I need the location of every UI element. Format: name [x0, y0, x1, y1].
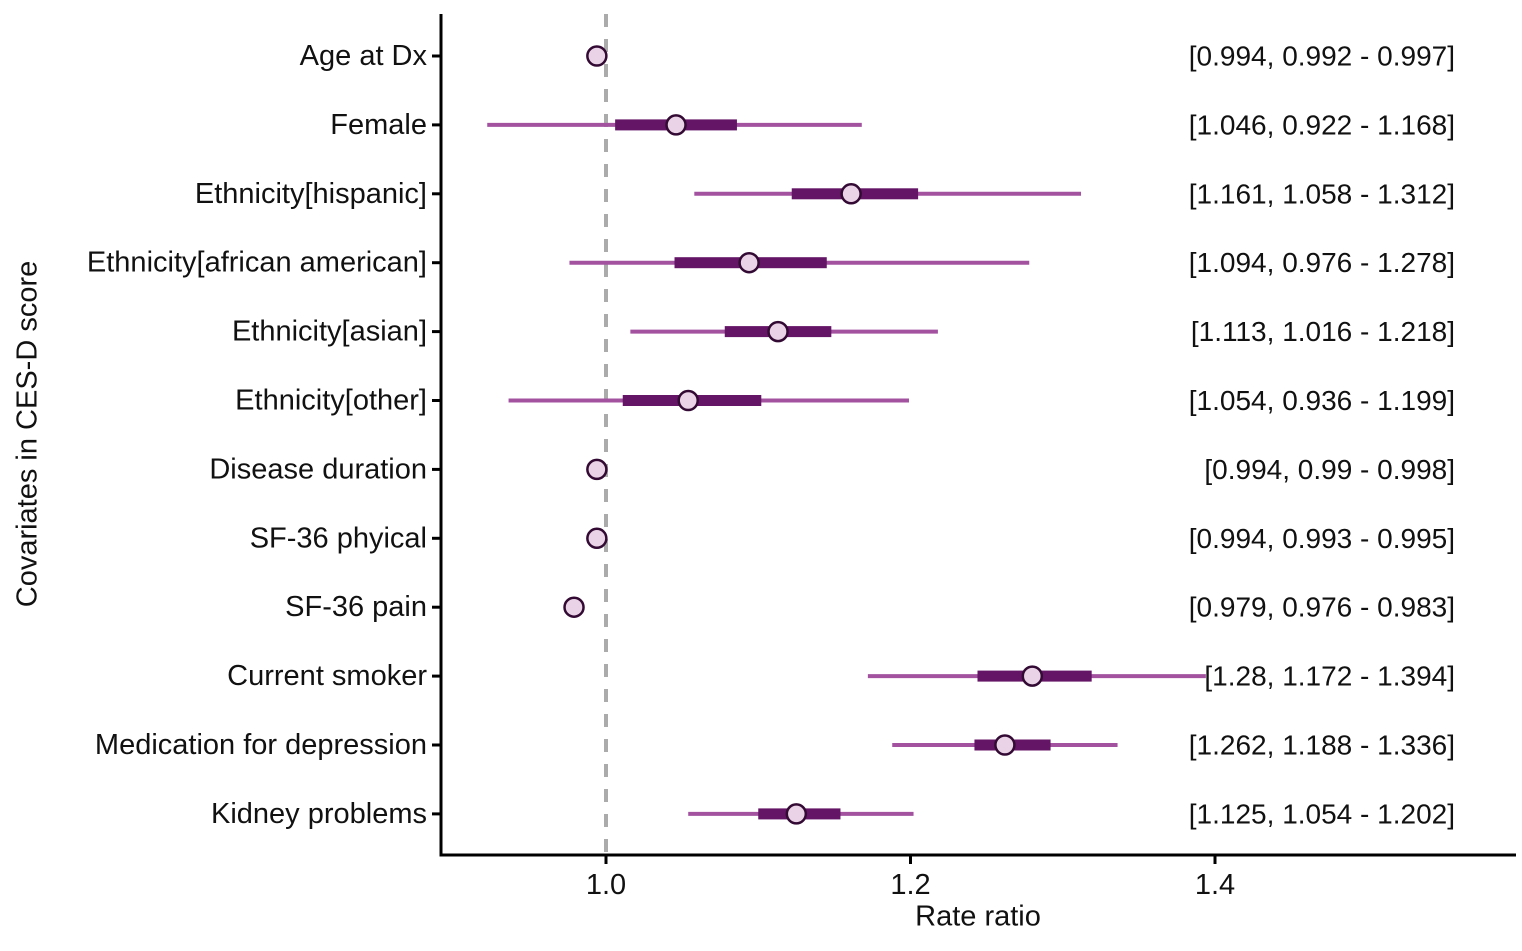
category-label: Ethnicity[african american]	[87, 247, 427, 279]
point-estimate	[563, 596, 585, 618]
x-axis-title: Rate ratio	[915, 900, 1041, 933]
point-estimate	[586, 458, 608, 481]
estimate-annotation: [1.094, 0.976 - 1.278]	[1189, 247, 1455, 278]
estimate-annotation: [1.046, 0.922 - 1.168]	[1189, 109, 1455, 140]
category-label: Ethnicity[other]	[235, 385, 427, 417]
point-estimate	[677, 389, 699, 412]
point-estimate	[738, 251, 760, 274]
category-label: Disease duration	[209, 453, 427, 485]
estimate-annotation: [0.994, 0.99 - 0.998]	[1204, 454, 1455, 485]
category-label: Age at Dx	[300, 40, 428, 72]
x-tick-label: 1.4	[1195, 869, 1235, 901]
point-estimate	[994, 734, 1016, 756]
estimate-annotation: [1.125, 1.054 - 1.202]	[1189, 798, 1455, 829]
category-label: Female	[330, 109, 427, 141]
category-label: Medication for depression	[95, 729, 427, 761]
point-estimate	[1021, 665, 1044, 687]
point-estimate	[767, 320, 789, 343]
category-label: SF-36 phyical	[250, 522, 427, 554]
category-label: Kidney problems	[211, 798, 427, 830]
estimate-annotation: [0.994, 0.993 - 0.995]	[1189, 523, 1455, 554]
x-tick-label: 1.0	[586, 869, 626, 901]
estimate-annotation: [0.994, 0.992 - 0.997]	[1189, 41, 1455, 72]
estimate-annotation: [1.262, 1.188 - 1.336]	[1189, 730, 1455, 761]
estimate-annotation: [1.161, 1.058 - 1.312]	[1189, 178, 1455, 209]
category-label: Ethnicity[hispanic]	[195, 178, 427, 210]
point-estimate	[586, 527, 608, 550]
estimate-annotation: [1.054, 0.936 - 1.199]	[1189, 385, 1455, 416]
category-label: SF-36 pain	[285, 591, 427, 623]
point-estimate	[785, 803, 808, 825]
estimate-annotation: [0.979, 0.976 - 0.983]	[1189, 592, 1455, 623]
x-tick-label: 1.2	[890, 869, 930, 901]
y-axis-title: Covariates in CES-D score	[11, 260, 44, 608]
estimate-annotation: [1.28, 1.172 - 1.394]	[1204, 661, 1455, 692]
category-label: Ethnicity[asian]	[232, 316, 427, 348]
point-estimate	[586, 45, 608, 67]
point-estimate	[840, 183, 862, 205]
category-label: Current smoker	[227, 660, 427, 692]
estimate-annotation: [1.113, 1.016 - 1.218]	[1191, 316, 1455, 347]
point-estimate	[665, 114, 687, 136]
